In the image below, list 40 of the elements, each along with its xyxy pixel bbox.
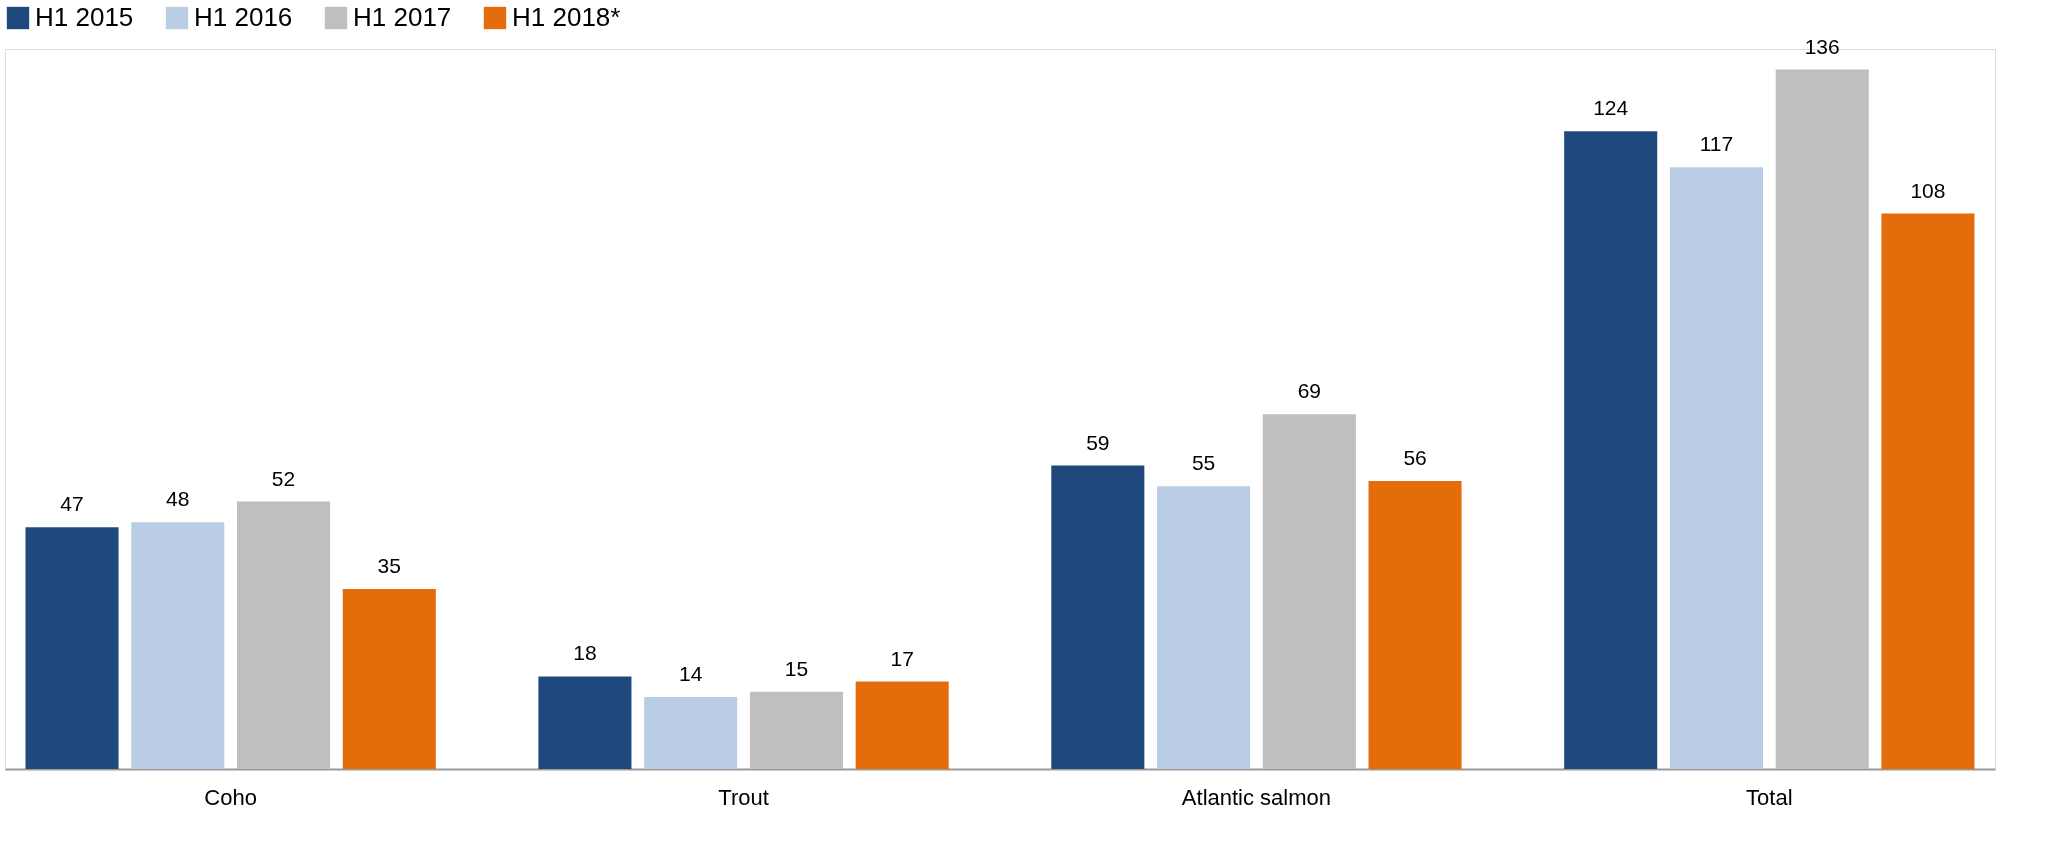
bar	[1881, 213, 1975, 769]
data-label: 136	[1804, 34, 1840, 58]
bar	[1262, 414, 1356, 769]
bar	[1051, 465, 1145, 769]
bar	[1368, 481, 1462, 769]
x-tick-label: Coho	[204, 784, 257, 810]
data-label: 14	[679, 662, 703, 685]
legend-label: H1 2018*	[512, 2, 621, 32]
legend-label: H1 2016	[194, 2, 293, 32]
bar	[1669, 167, 1763, 769]
data-label: 15	[784, 656, 809, 680]
bar	[855, 681, 949, 769]
data-label: 18	[573, 641, 597, 665]
data-label: 48	[166, 487, 190, 511]
legend-label: H1 2015	[35, 2, 134, 32]
data-label: 47	[60, 492, 84, 516]
data-label: 56	[1403, 446, 1427, 469]
bar	[749, 691, 843, 769]
data-label: 59	[1086, 430, 1110, 454]
x-tick-label: Trout	[718, 784, 769, 810]
bar	[131, 522, 225, 769]
bar	[644, 697, 738, 769]
data-label: 55	[1191, 451, 1216, 475]
bar	[25, 527, 119, 769]
bar	[538, 676, 632, 769]
bar	[1564, 131, 1658, 769]
bar	[342, 589, 436, 769]
x-tick-label: Atlantic salmon	[1181, 784, 1332, 810]
data-label: 124	[1593, 96, 1629, 120]
data-label: 52	[271, 466, 296, 490]
data-label: 35	[377, 554, 401, 577]
bar	[237, 501, 331, 769]
data-label: 69	[1297, 379, 1321, 403]
bar	[1775, 69, 1869, 769]
data-label: 108	[1910, 178, 1946, 202]
x-tick-label: Total	[1746, 784, 1793, 810]
legend-label: H1 2017	[353, 2, 452, 32]
bar	[1157, 486, 1251, 769]
data-label: 117	[1699, 132, 1734, 156]
data-label: 17	[890, 646, 914, 670]
